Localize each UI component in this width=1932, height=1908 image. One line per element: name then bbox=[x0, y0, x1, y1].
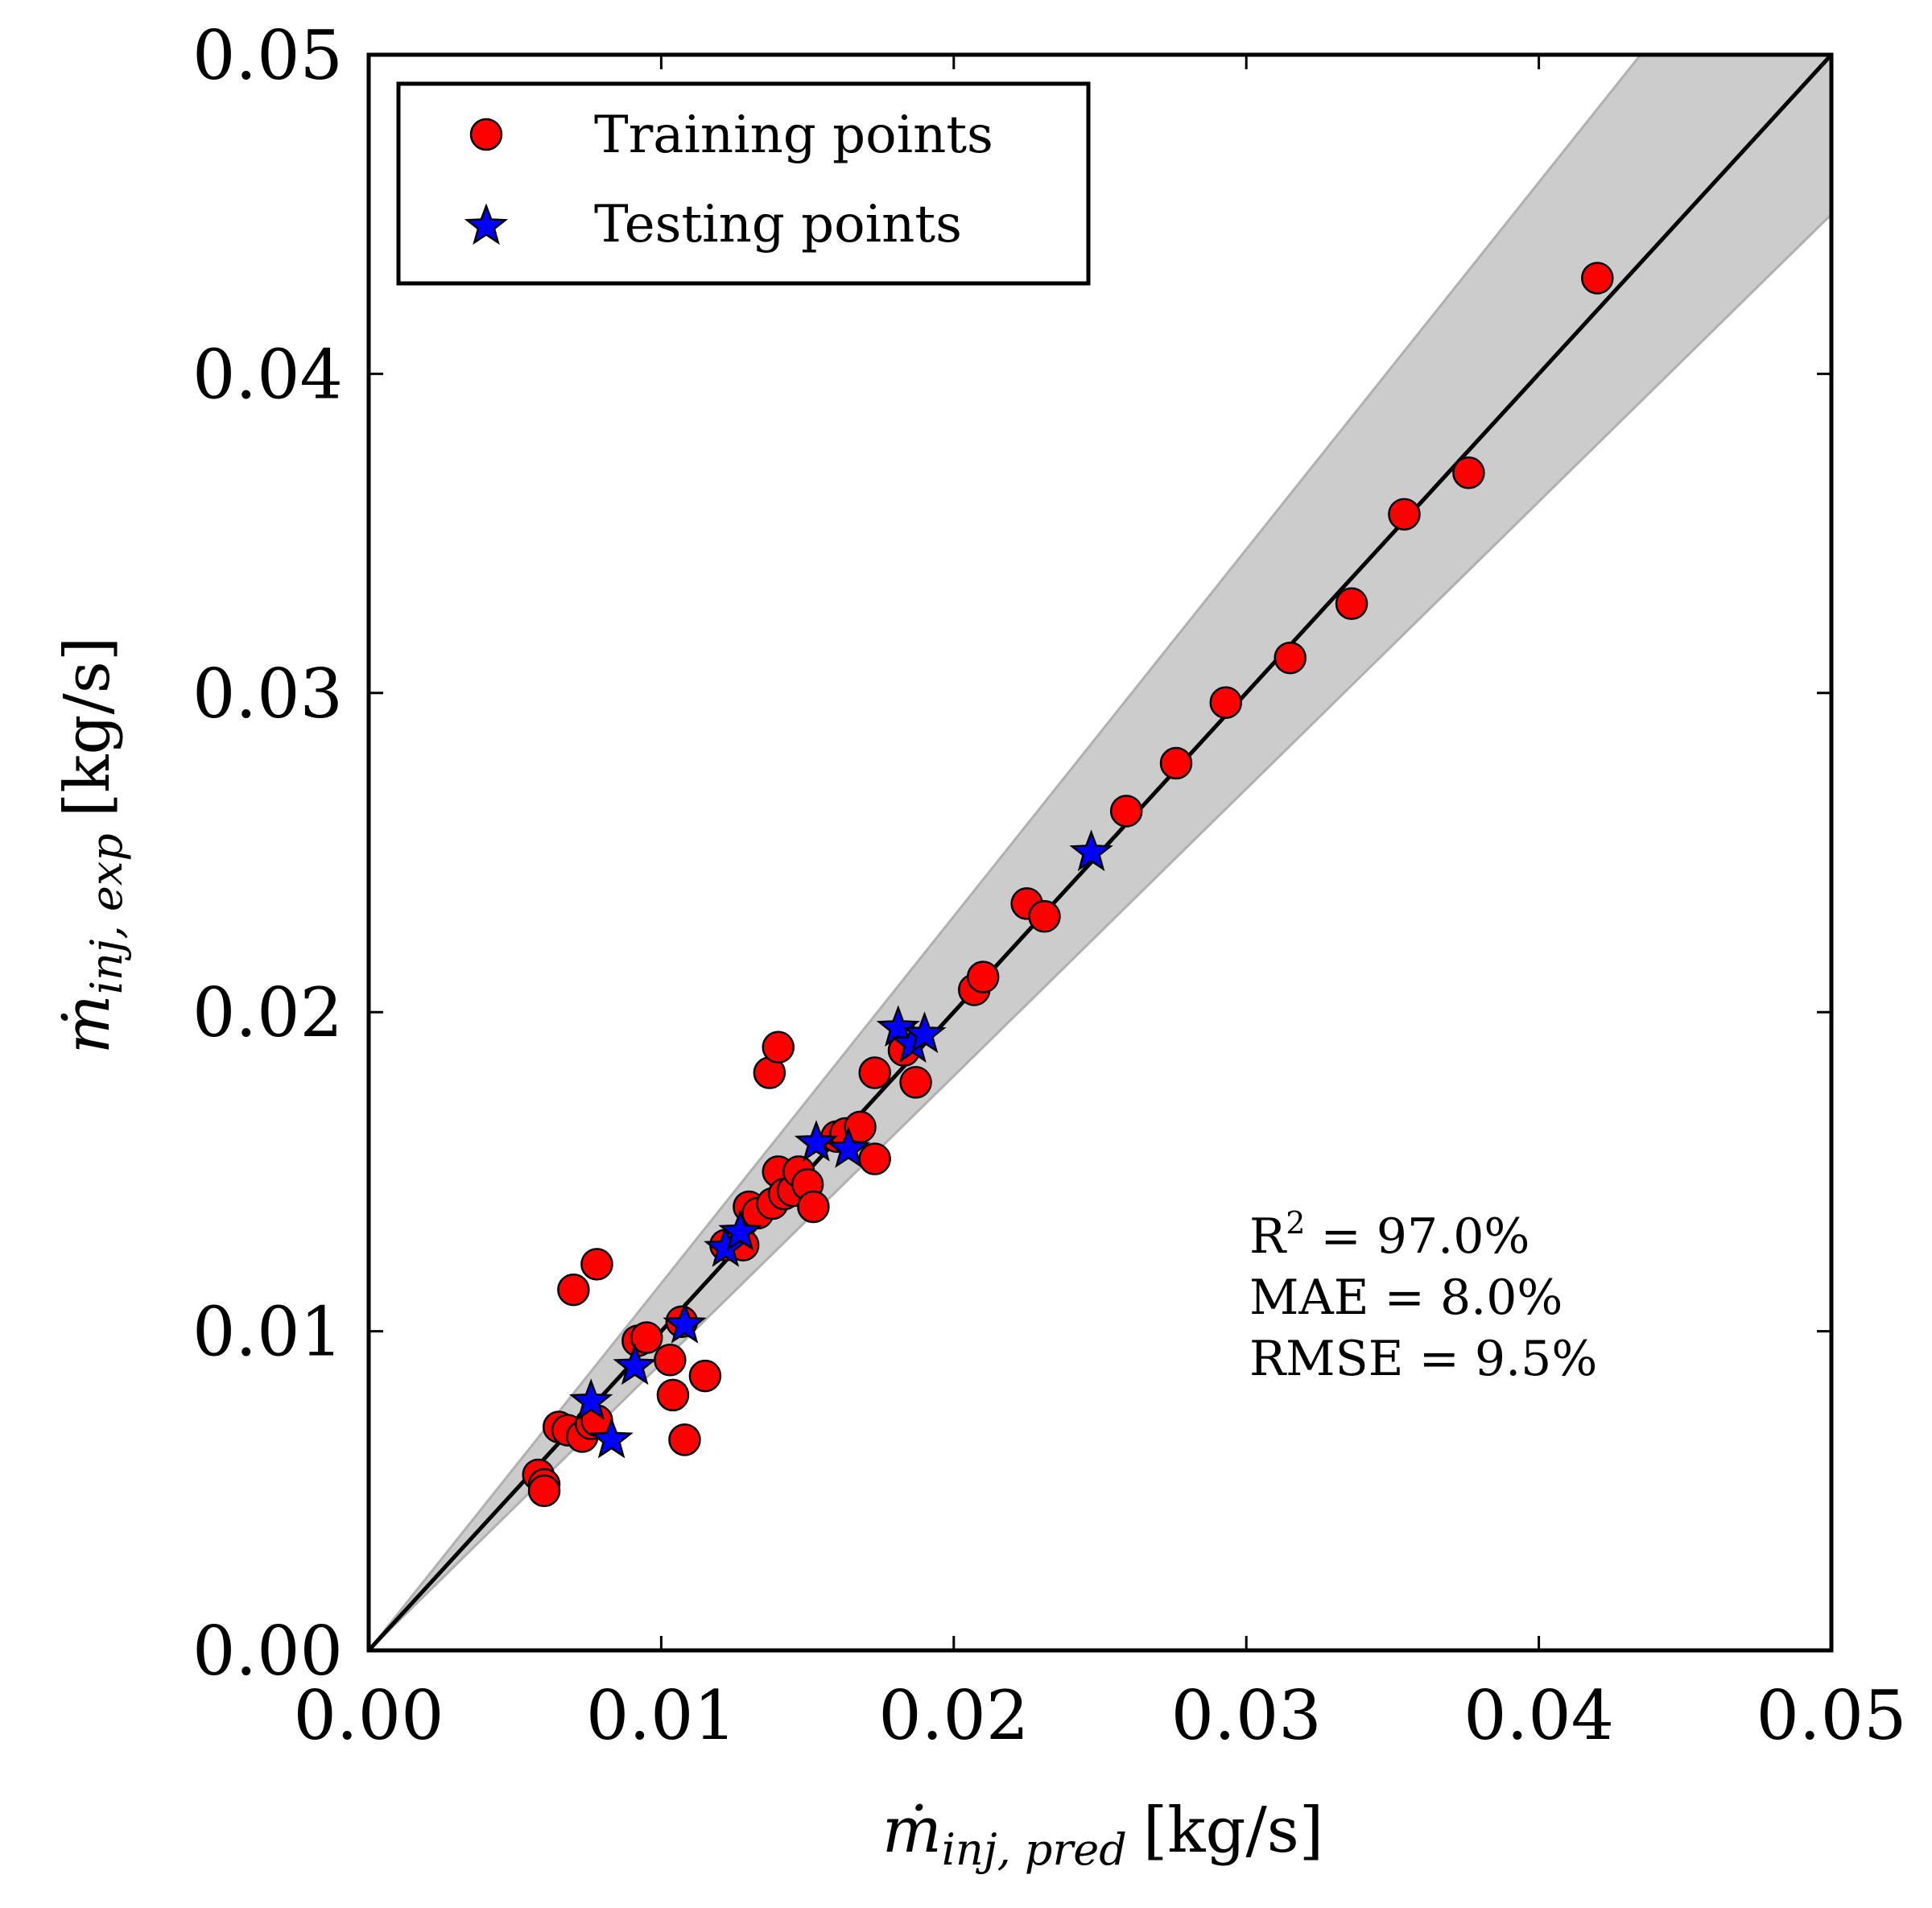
plot-area bbox=[367, 53, 1833, 1652]
x-tick-label: 0.01 bbox=[586, 1676, 737, 1755]
training-series bbox=[522, 262, 1614, 1508]
y-tick-label: 0.02 bbox=[192, 973, 343, 1052]
training-point bbox=[1159, 746, 1193, 780]
training-point bbox=[762, 1030, 795, 1064]
y-tick-label: 0.03 bbox=[192, 655, 343, 733]
x-tick-label: 0.05 bbox=[1756, 1676, 1906, 1755]
training-point bbox=[1452, 456, 1485, 489]
training-point bbox=[966, 960, 1000, 993]
training-point bbox=[858, 1056, 891, 1089]
rmse-text: RMSE = 9.5% bbox=[1249, 1331, 1597, 1387]
training-point bbox=[1028, 900, 1061, 933]
testing-series bbox=[569, 829, 1113, 1459]
y-tick-label: 0.00 bbox=[192, 1612, 343, 1691]
y-tick-label: 0.04 bbox=[192, 335, 343, 414]
training-point bbox=[527, 1474, 561, 1508]
training-point bbox=[1335, 587, 1368, 621]
stats-annotation: R2 = 97.0% MAE = 8.0% RMSE = 9.5% bbox=[1249, 1205, 1597, 1387]
legend-testing-label: Testing points bbox=[594, 195, 962, 254]
plot-frame bbox=[366, 52, 1834, 1653]
x-tick-label: 0.03 bbox=[1171, 1676, 1322, 1755]
x-tick-label: 0.00 bbox=[293, 1676, 444, 1755]
x-axis-ticks: 0.00 0.01 0.02 0.03 0.04 0.05 bbox=[293, 55, 1907, 1755]
r2-text: R2 = 97.0% bbox=[1249, 1205, 1530, 1265]
training-point bbox=[630, 1321, 663, 1354]
training-point bbox=[1109, 795, 1143, 828]
legend-training-label: Training points bbox=[594, 105, 993, 165]
testing-point bbox=[589, 1416, 634, 1459]
legend: Training points Testing points bbox=[396, 81, 1091, 286]
training-point bbox=[1274, 641, 1307, 675]
testing-point bbox=[902, 1011, 947, 1054]
training-point bbox=[688, 1359, 722, 1393]
testing-point bbox=[826, 1126, 871, 1168]
y-axis-label: ṁinj, exp[kg/s] bbox=[52, 637, 132, 1054]
training-point bbox=[899, 1066, 932, 1099]
legend-training-marker bbox=[469, 118, 503, 151]
testing-point bbox=[1069, 829, 1113, 872]
testing-point bbox=[569, 1378, 613, 1420]
training-point bbox=[580, 1248, 613, 1281]
training-point bbox=[1209, 686, 1243, 719]
training-point bbox=[1581, 262, 1614, 295]
y-tick-label: 0.01 bbox=[192, 1293, 343, 1372]
x-tick-label: 0.02 bbox=[878, 1676, 1029, 1755]
training-point bbox=[1388, 498, 1421, 531]
y-axis-ticks: 0.00 0.01 0.02 0.03 0.04 0.05 bbox=[192, 16, 1831, 1691]
x-tick-label: 0.04 bbox=[1463, 1676, 1614, 1755]
mae-text: MAE = 8.0% bbox=[1249, 1270, 1563, 1326]
x-axis-label: ṁinj, pred [kg/s] bbox=[882, 1794, 1323, 1875]
training-point bbox=[654, 1344, 687, 1377]
testing-point bbox=[794, 1120, 839, 1162]
training-point bbox=[797, 1190, 830, 1224]
training-point bbox=[668, 1423, 701, 1456]
testing-point bbox=[663, 1302, 707, 1344]
training-point bbox=[557, 1273, 590, 1307]
legend-box bbox=[396, 81, 1091, 286]
testing-point bbox=[718, 1209, 762, 1251]
training-point bbox=[656, 1378, 690, 1412]
training-point bbox=[858, 1142, 891, 1175]
legend-testing-marker bbox=[464, 203, 509, 246]
y-tick-label: 0.05 bbox=[192, 16, 343, 95]
testing-point bbox=[613, 1343, 657, 1386]
